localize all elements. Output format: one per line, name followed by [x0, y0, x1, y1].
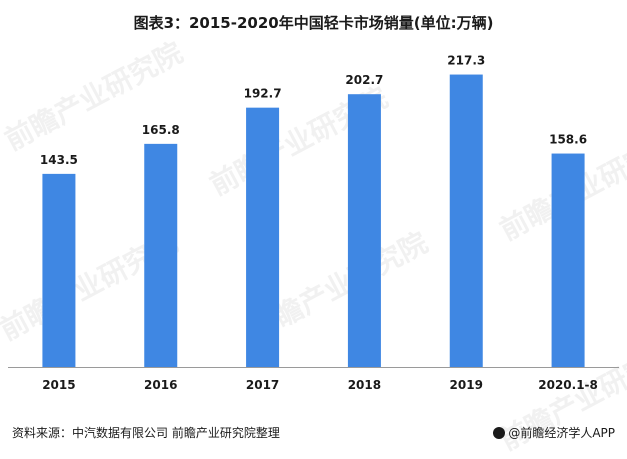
x-tick-label-2018: 2018	[348, 378, 381, 392]
x-tick-label-2015: 2015	[42, 378, 75, 392]
bar-2019	[449, 74, 483, 367]
data-label-2019: 217.3	[447, 54, 485, 68]
bar-2016	[144, 143, 178, 367]
x-tick-label-2016: 2016	[144, 378, 177, 392]
brand-logo-icon	[493, 426, 506, 439]
bar-2015	[42, 173, 76, 367]
x-tick-label-2017: 2017	[246, 378, 279, 392]
data-label-2017: 192.7	[244, 87, 282, 101]
source-note: 资料来源：中汽数据有限公司 前瞻产业研究院整理	[12, 426, 280, 440]
data-label-2016: 165.8	[142, 123, 180, 137]
data-label-2018: 202.7	[345, 73, 383, 87]
bar-2017	[246, 107, 280, 368]
brand-label: @前瞻经济学人APP	[508, 426, 615, 440]
x-tick-label-2019: 2019	[450, 378, 483, 392]
brand-mark: @前瞻经济学人APP	[493, 424, 615, 441]
data-label-2015: 143.5	[40, 153, 78, 167]
data-label-2020.1-8: 158.6	[549, 133, 587, 147]
bar-2018	[347, 94, 381, 367]
bar-2020.1-8	[551, 153, 585, 367]
x-tick-label-2020.1-8: 2020.1-8	[538, 378, 598, 392]
chart-title: 图表3：2015-2020年中国轻卡市场销量(单位:万辆)	[133, 14, 494, 32]
